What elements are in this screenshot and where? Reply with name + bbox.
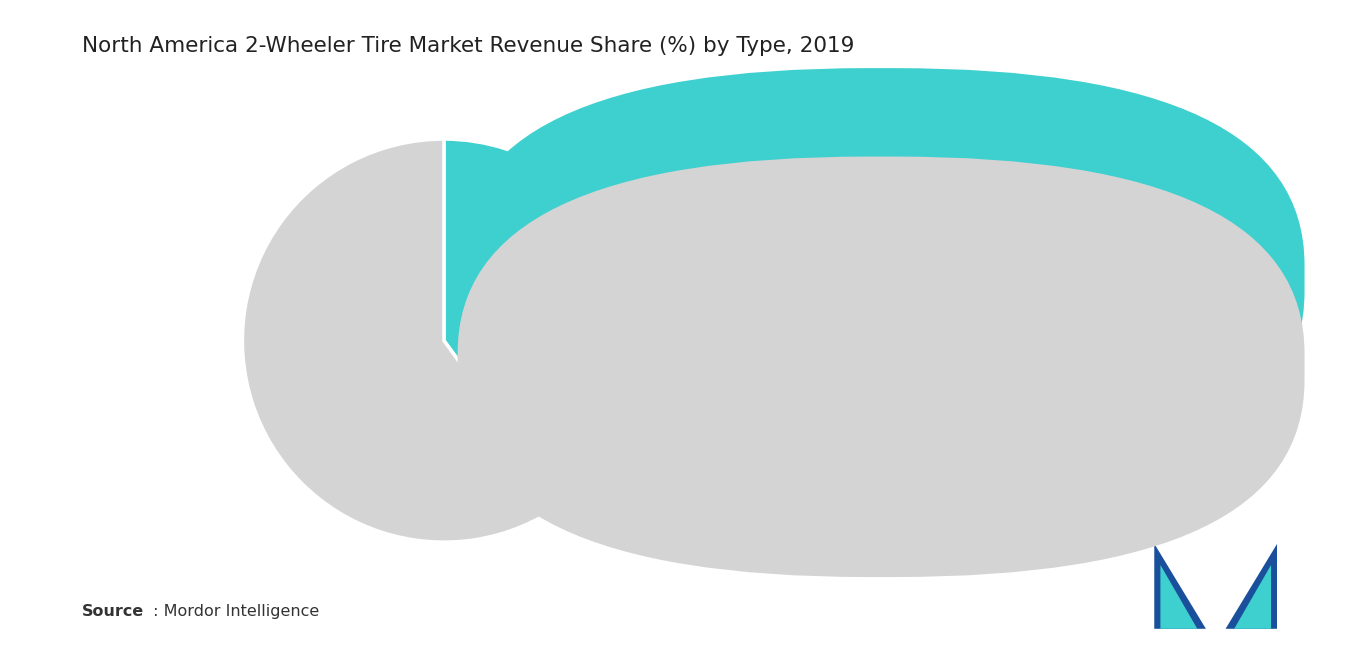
Polygon shape [1154,544,1206,629]
Text: North America 2-Wheeler Tire Market Revenue Share (%) by Type, 2019: North America 2-Wheeler Tire Market Reve… [82,36,854,56]
Wedge shape [444,139,646,504]
Polygon shape [1233,565,1270,629]
Text: OEMs: OEMs [911,269,962,288]
Text: : Mordor Intelligence: : Mordor Intelligence [148,604,318,619]
Wedge shape [242,139,563,542]
Polygon shape [1225,544,1277,629]
Text: Source: Source [82,604,145,619]
Text: Aftermarket: Aftermarket [911,358,1018,376]
Polygon shape [1160,565,1197,629]
